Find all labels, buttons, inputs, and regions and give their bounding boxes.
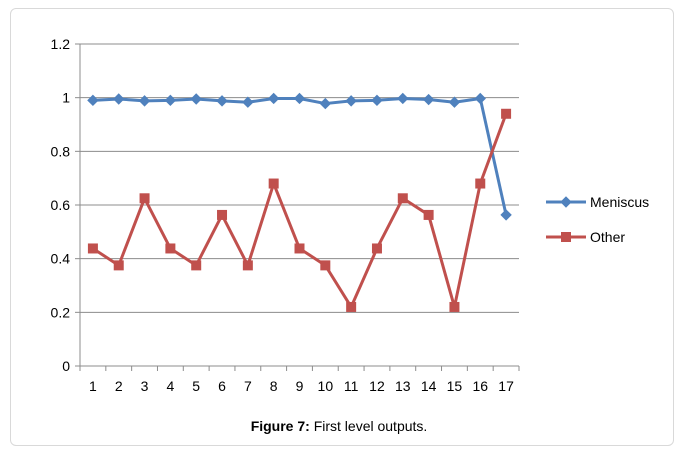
x-tick-label-8: 8 xyxy=(270,378,278,394)
meniscus-point-9 xyxy=(293,92,306,105)
series-other xyxy=(87,108,512,312)
meniscus-point-1 xyxy=(87,94,99,107)
other-point-7 xyxy=(242,260,253,271)
other-line xyxy=(92,113,508,309)
meniscus-point-10 xyxy=(319,97,332,110)
other-point-6 xyxy=(217,209,228,220)
y-tick-label-1: 0.2 xyxy=(51,304,71,320)
other-point-11 xyxy=(346,301,357,312)
other-point-10 xyxy=(320,260,331,271)
meniscus-point-16 xyxy=(474,92,486,105)
other-point-17 xyxy=(501,108,512,119)
meniscus-point-14 xyxy=(422,93,435,106)
x-tick-label-4: 4 xyxy=(166,378,174,394)
x-tick-label-11: 11 xyxy=(344,378,359,394)
other-point-15 xyxy=(449,301,460,312)
meniscus-point-12 xyxy=(371,94,383,107)
caption-label: Figure 7: xyxy=(250,418,310,434)
x-tick-label-10: 10 xyxy=(318,378,334,394)
other-point-4 xyxy=(165,243,176,254)
meniscus-point-3 xyxy=(138,95,151,107)
legend-marker-other xyxy=(561,232,571,242)
x-tick-label-5: 5 xyxy=(192,378,200,394)
y-tick-label-2: 0.4 xyxy=(51,251,71,267)
y-tick-label-4: 0.8 xyxy=(51,143,71,159)
other-point-3 xyxy=(139,193,150,204)
series-meniscus xyxy=(87,92,512,221)
x-tick-label-12: 12 xyxy=(369,378,385,394)
y-tick-labels: 0 0.2 0.4 0.6 0.8 1 1.2 xyxy=(51,36,71,374)
other-point-1 xyxy=(87,243,98,254)
other-point-9 xyxy=(294,243,305,254)
other-point-5 xyxy=(191,260,202,271)
legend-label-other: Other xyxy=(590,229,625,245)
meniscus-point-11 xyxy=(345,95,357,107)
series-group xyxy=(87,92,512,312)
x-tick-label-14: 14 xyxy=(421,378,437,394)
y-tick-label-6: 1.2 xyxy=(51,36,71,52)
x-tick-label-17: 17 xyxy=(498,378,514,394)
caption-text: First level outputs. xyxy=(309,418,428,434)
other-point-14 xyxy=(423,209,434,220)
chart-frame xyxy=(10,8,674,446)
x-tick-label-13: 13 xyxy=(395,378,411,394)
y-tick-label-3: 0.6 xyxy=(51,197,71,213)
meniscus-point-6 xyxy=(216,95,228,107)
other-point-12 xyxy=(371,243,382,254)
other-point-13 xyxy=(397,193,408,204)
x-tick-label-2: 2 xyxy=(115,378,123,394)
meniscus-point-5 xyxy=(190,93,202,105)
legend-label-meniscus: Meniscus xyxy=(590,194,649,210)
legend-marker-meniscus xyxy=(560,196,572,208)
other-point-16 xyxy=(475,178,486,189)
x-tick-label-1: 1 xyxy=(89,378,97,394)
axes xyxy=(75,43,520,371)
y-tick-label-5: 1 xyxy=(62,90,70,106)
meniscus-point-8 xyxy=(267,92,280,105)
meniscus-line xyxy=(92,96,508,216)
meniscus-point-4 xyxy=(164,94,177,107)
meniscus-point-17 xyxy=(500,209,512,221)
legend: Meniscus Other xyxy=(546,194,649,245)
grid-lines xyxy=(80,43,519,313)
x-tick-label-3: 3 xyxy=(141,378,149,394)
x-tick-label-6: 6 xyxy=(218,378,226,394)
x-tick-labels: 1 2 3 4 5 6 7 8 9 10 11 12 13 14 15 16 17 xyxy=(89,378,514,394)
figure-caption: Figure 7: First level outputs. xyxy=(0,418,678,434)
meniscus-point-2 xyxy=(113,93,125,105)
x-tick-label-9: 9 xyxy=(296,378,304,394)
other-point-8 xyxy=(268,178,279,189)
x-tick-label-7: 7 xyxy=(244,378,252,394)
x-tick-label-16: 16 xyxy=(472,378,488,394)
meniscus-point-15 xyxy=(448,96,461,108)
y-tick-label-0: 0 xyxy=(62,358,70,374)
other-point-2 xyxy=(113,260,124,271)
x-tick-label-15: 15 xyxy=(447,378,463,394)
meniscus-point-13 xyxy=(397,92,409,105)
meniscus-point-7 xyxy=(242,96,254,108)
